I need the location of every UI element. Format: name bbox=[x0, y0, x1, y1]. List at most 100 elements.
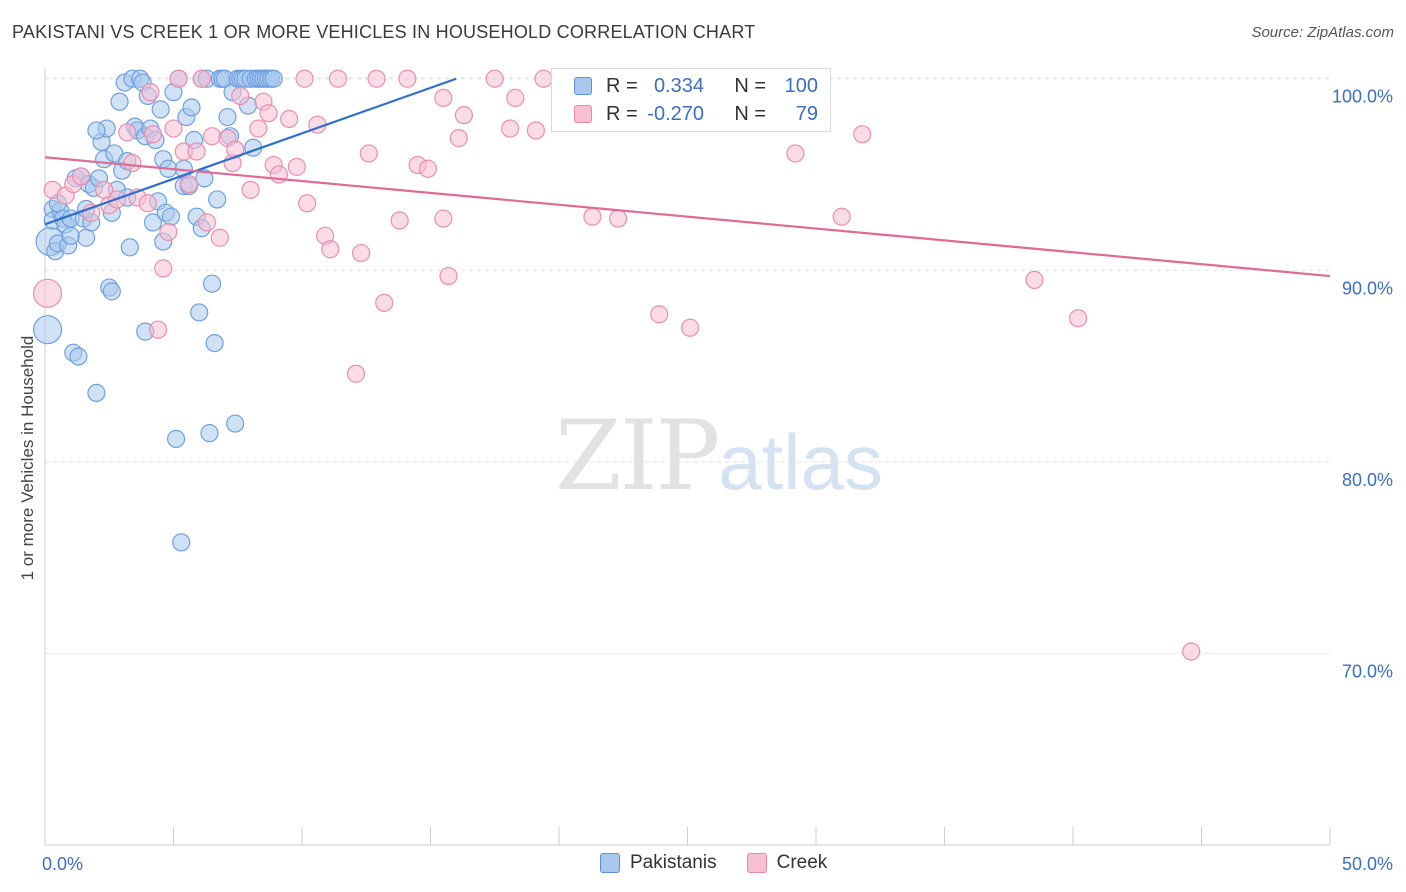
creek-point bbox=[123, 153, 142, 173]
creek-point bbox=[210, 228, 229, 247]
legend-swatch-pakistanis bbox=[574, 77, 592, 95]
legend-row-creek: R = -0.270 N = 79 bbox=[574, 100, 818, 128]
pakistanis-point bbox=[161, 207, 181, 226]
pakistanis-point bbox=[102, 282, 121, 301]
creek-point bbox=[241, 180, 260, 199]
creek-point bbox=[786, 144, 805, 163]
creek-point bbox=[853, 125, 872, 144]
legend-r-label: R = bbox=[606, 102, 638, 125]
creek-point bbox=[454, 106, 474, 125]
creek-point bbox=[375, 293, 394, 312]
series-swatch-creek bbox=[746, 853, 767, 873]
creek-point bbox=[298, 194, 317, 213]
series-legend-item-pakistanis[interactable]: Pakistanis bbox=[600, 852, 717, 874]
pakistanis-trend-line bbox=[44, 77, 457, 226]
creek-point bbox=[526, 121, 545, 140]
correlation-legend: R = 0.334 N = 100 R = -0.270 N = 79 bbox=[551, 68, 831, 132]
x-tick-label: 50.0% bbox=[1342, 854, 1393, 874]
creek-point bbox=[179, 174, 199, 194]
creek-point bbox=[202, 127, 222, 146]
creek-point bbox=[169, 69, 188, 88]
creek-point bbox=[138, 194, 157, 213]
legend-r-label: R = bbox=[606, 74, 638, 97]
pakistanis-point bbox=[208, 190, 227, 209]
creek-point bbox=[501, 119, 520, 138]
creek-point bbox=[118, 123, 137, 142]
legend-r-value: 0.334 bbox=[653, 74, 704, 97]
y-tick-label: 100.0% bbox=[1332, 87, 1393, 107]
y-tick-label: 70.0% bbox=[1342, 661, 1393, 681]
pakistanis-point bbox=[120, 238, 139, 257]
pakistanis-point bbox=[77, 228, 96, 247]
legend-row-pakistanis: R = 0.334 N = 100 bbox=[574, 72, 818, 100]
pakistanis-point bbox=[172, 533, 191, 552]
x-tick-label: 0.0% bbox=[42, 854, 83, 874]
creek-point bbox=[418, 159, 438, 178]
creek-point bbox=[449, 129, 468, 148]
creek-point bbox=[295, 69, 314, 88]
pakistanis-point bbox=[143, 213, 163, 232]
creek-point bbox=[439, 266, 458, 286]
creek-point bbox=[506, 88, 525, 107]
creek-point bbox=[398, 69, 417, 88]
series-legend: Pakistanis Creek bbox=[600, 852, 857, 874]
legend-n-label: N = bbox=[734, 74, 766, 97]
creek-point bbox=[680, 318, 700, 337]
watermark-zip: ZIP bbox=[555, 400, 720, 512]
pakistanis-point bbox=[205, 333, 224, 353]
creek-point bbox=[259, 104, 278, 123]
creek-point bbox=[650, 305, 669, 324]
creek-point bbox=[534, 69, 553, 88]
creek-point bbox=[71, 167, 91, 186]
creek-point bbox=[434, 209, 453, 228]
creek-point bbox=[192, 69, 211, 88]
creek-point bbox=[32, 278, 63, 308]
legend-n-value: 100 bbox=[784, 74, 818, 97]
creek-trend-line bbox=[44, 156, 1331, 278]
legend-n-value: 79 bbox=[795, 102, 818, 125]
pakistanis-point bbox=[61, 226, 80, 245]
pakistanis-point bbox=[264, 69, 283, 88]
pakistanis-point bbox=[166, 429, 186, 448]
y-tick-label: 90.0% bbox=[1342, 278, 1393, 298]
creek-point bbox=[583, 207, 602, 226]
creek-point bbox=[1069, 309, 1088, 328]
creek-point bbox=[197, 213, 217, 232]
pakistanis-point bbox=[182, 98, 201, 117]
pakistanis-point bbox=[87, 121, 106, 140]
creek-point bbox=[359, 144, 378, 163]
creek-point bbox=[352, 243, 371, 263]
creek-point bbox=[154, 259, 173, 278]
source-label: Source: ZipAtlas.com bbox=[1251, 24, 1394, 41]
creek-point bbox=[187, 142, 206, 161]
creek-point bbox=[434, 88, 453, 107]
pakistanis-point bbox=[32, 315, 63, 345]
legend-n-label: N = bbox=[734, 102, 766, 125]
pakistanis-point bbox=[110, 92, 129, 111]
creek-point bbox=[367, 69, 386, 88]
creek-point bbox=[609, 209, 628, 228]
creek-point bbox=[1182, 642, 1201, 661]
creek-point bbox=[148, 320, 168, 339]
creek-point bbox=[485, 69, 504, 88]
chart-title: PAKISTANI VS CREEK 1 OR MORE VEHICLES IN… bbox=[12, 22, 756, 42]
legend-swatch-creek bbox=[574, 105, 592, 123]
creek-point bbox=[346, 364, 366, 383]
pakistanis-point bbox=[202, 274, 222, 293]
pakistanis-point bbox=[151, 100, 170, 119]
creek-point bbox=[390, 211, 409, 230]
legend-r-value: -0.270 bbox=[647, 102, 704, 125]
creek-point bbox=[321, 240, 340, 259]
creek-point bbox=[231, 86, 250, 106]
pakistanis-point bbox=[69, 347, 88, 366]
creek-point bbox=[164, 119, 183, 138]
pakistanis-point bbox=[87, 383, 106, 403]
pakistanis-point bbox=[190, 303, 209, 322]
pakistanis-point bbox=[218, 107, 237, 127]
creek-point bbox=[1025, 270, 1044, 289]
creek-point bbox=[141, 83, 160, 102]
pakistanis-point bbox=[226, 414, 245, 433]
series-legend-item-creek[interactable]: Creek bbox=[746, 852, 827, 874]
series-swatch-pakistanis bbox=[600, 853, 620, 873]
